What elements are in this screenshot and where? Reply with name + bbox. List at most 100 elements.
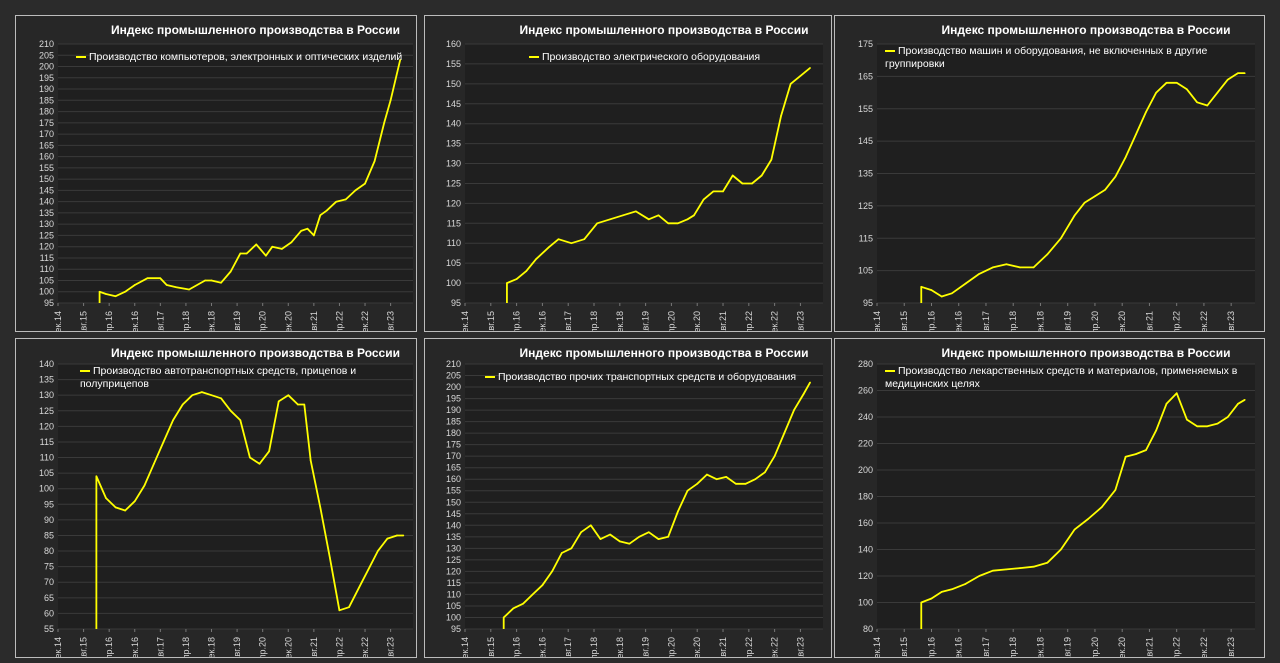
y-tick-label: 105 [446, 258, 461, 268]
series-point [1135, 453, 1137, 455]
series-point [799, 75, 802, 77]
x-tick-label: дек.18 [207, 311, 217, 331]
y-tick-label: 155 [446, 486, 461, 496]
y-tick-label: 205 [446, 371, 461, 381]
series-point [1094, 195, 1096, 197]
y-tick-label: 70 [44, 577, 54, 587]
y-tick-label: 100 [858, 598, 873, 608]
series-point [599, 538, 602, 540]
y-tick-label: 125 [446, 178, 461, 188]
series-point [348, 606, 350, 608]
series-point [951, 292, 953, 295]
series-point [1005, 568, 1008, 571]
series-point [220, 397, 222, 400]
series-point [239, 419, 242, 421]
y-tick-label: 90 [44, 515, 54, 525]
x-tick-label: апр.22 [744, 311, 754, 331]
series-point [1237, 402, 1239, 405]
y-tick-label: 150 [39, 174, 54, 184]
series-point [210, 279, 213, 282]
series-point [1087, 518, 1089, 520]
x-tick-label: апр.20 [666, 311, 676, 331]
y-tick-label: 110 [40, 453, 54, 463]
y-tick-label: 195 [446, 394, 461, 404]
series-point [1019, 266, 1021, 269]
series-point [628, 542, 631, 545]
series-point [175, 286, 178, 289]
y-tick-label: 260 [858, 386, 873, 396]
x-tick-label: дек.22 [360, 311, 370, 331]
series-point [715, 478, 718, 481]
series-point [1186, 418, 1188, 421]
series-point [297, 403, 299, 406]
y-tick-label: 150 [446, 497, 461, 507]
x-tick-label: апр.16 [104, 637, 114, 657]
series-point [802, 393, 805, 395]
x-tick-label: дек.14 [872, 311, 882, 331]
x-tick-label: дек.20 [692, 637, 702, 657]
chart-title: Индекс промышленного производства в Росс… [111, 23, 400, 37]
y-tick-label: 115 [447, 218, 461, 228]
series-point [502, 616, 505, 619]
x-tick-label: авг.19 [641, 311, 651, 331]
x-tick-label: авг.23 [1226, 311, 1236, 331]
series-point [696, 483, 699, 485]
series-point [583, 238, 586, 241]
series-point [98, 290, 101, 293]
series-point [1175, 82, 1178, 84]
series-point [1155, 91, 1158, 94]
series-point [95, 475, 98, 478]
series-point [920, 601, 923, 604]
y-tick-label: 100 [39, 484, 54, 494]
y-tick-label: 105 [858, 266, 873, 276]
series-point [146, 277, 149, 280]
x-tick-label: дек.20 [283, 637, 293, 657]
series-point [677, 510, 679, 513]
series-line [95, 391, 404, 629]
series-point [386, 537, 389, 540]
series-point [1032, 266, 1035, 269]
y-tick-label: 125 [39, 406, 54, 416]
series-point [638, 536, 640, 538]
series-point [1114, 489, 1117, 491]
series-line [502, 381, 811, 629]
x-tick-label: авг.21 [718, 637, 728, 657]
series-point [978, 575, 980, 577]
series-point [1206, 104, 1209, 107]
series-point [1019, 567, 1021, 569]
series-point [1083, 201, 1086, 204]
series-point [525, 270, 528, 272]
series-point [396, 534, 398, 537]
series-point [793, 409, 795, 411]
series-point [686, 218, 689, 221]
x-tick-label: дек.18 [615, 637, 625, 657]
series-point [153, 462, 155, 465]
series-point [277, 400, 280, 403]
series-point [580, 531, 582, 534]
y-tick-label: 80 [863, 624, 873, 634]
y-tick-label: 75 [44, 562, 54, 572]
y-tick-label: 120 [39, 242, 54, 252]
series-point [951, 588, 953, 591]
series-point [940, 295, 943, 298]
series-point [1046, 253, 1049, 256]
x-tick-label: дек.18 [1035, 637, 1045, 657]
legend-label: Производство компьютеров, электронных и … [89, 51, 402, 63]
y-tick-label: 135 [446, 139, 461, 149]
series-point [551, 570, 553, 573]
y-tick-label: 65 [44, 593, 54, 603]
x-tick-label: дек.22 [1199, 311, 1209, 331]
x-tick-label: авг.23 [795, 311, 805, 331]
x-tick-label: дек.20 [692, 311, 702, 331]
y-tick-label: 165 [446, 463, 461, 473]
series-point [735, 483, 737, 485]
x-tick-label: апр.22 [1172, 637, 1182, 657]
series-point [531, 593, 534, 596]
series-point [770, 158, 773, 161]
x-tick-label: дек.16 [130, 637, 140, 657]
y-tick-label: 135 [446, 532, 461, 542]
x-tick-label: дек.14 [53, 637, 63, 657]
series-point [773, 455, 776, 457]
x-tick-label: дек.18 [207, 637, 217, 657]
x-tick-label: авг.15 [899, 311, 909, 331]
